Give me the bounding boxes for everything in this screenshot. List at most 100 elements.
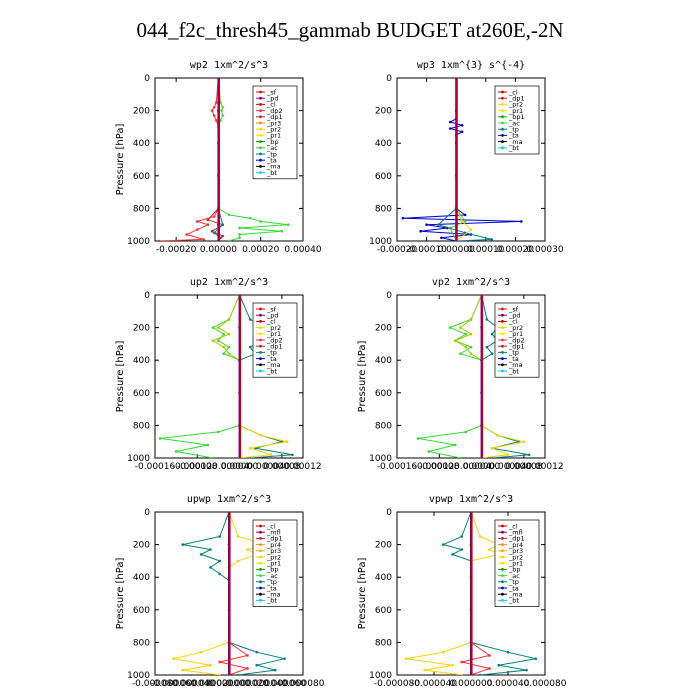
legend-label: _pr3	[266, 119, 281, 127]
legend-marker	[259, 537, 262, 540]
series-point	[215, 119, 218, 122]
series-point	[238, 236, 241, 240]
legend-label: _ma	[508, 591, 523, 599]
legend-label: _ac	[266, 144, 278, 152]
y-tick-label: 600	[375, 389, 392, 399]
series-point	[460, 220, 464, 223]
legend-marker	[501, 320, 504, 323]
series-line-3	[159, 78, 219, 241]
legend-label: _tp	[508, 126, 519, 134]
chart-panel-2: up2 1xm^2/s^3 Pressure [hPa] 0 200 400 600 800…	[115, 277, 322, 472]
series-point	[217, 326, 220, 329]
x-tick-label: 0.00000	[438, 245, 475, 255]
series-point	[255, 650, 259, 654]
y-tick-label: 1000	[369, 454, 392, 464]
legend-marker	[259, 115, 262, 119]
plot-frame	[396, 294, 546, 459]
legend-marker	[259, 592, 262, 596]
legend-marker	[501, 115, 504, 119]
series-point	[425, 223, 428, 226]
y-tick-label: 0	[144, 291, 150, 301]
x-tick-label: -0.00020	[156, 245, 197, 255]
chart-panel-1: wp3 1xm^{3} s^{-4}02004006008001000-0.00…	[369, 60, 564, 255]
chart-panel-4: upwp 1xm^2/s^3 Pressure [hPa] 0 200 400 600 80…	[115, 494, 325, 689]
series-point	[221, 234, 224, 238]
series-point	[448, 127, 452, 130]
legend-marker	[501, 121, 504, 125]
series-point	[451, 553, 454, 556]
series-point	[221, 106, 224, 109]
series-point	[181, 543, 185, 546]
y-axis-label: Pressure [hPa]	[357, 341, 368, 413]
x-tick-label: 0.00008	[505, 462, 542, 472]
legend-marker	[259, 357, 262, 360]
series-line-2	[461, 512, 492, 675]
y-tick-label: 600	[133, 172, 150, 182]
series-point	[441, 543, 445, 546]
series-point	[269, 453, 273, 457]
legend-label: _cl	[508, 522, 518, 530]
legend-label: _pr1	[508, 560, 523, 568]
legend-label: _tp	[266, 150, 277, 158]
legend-label: _pr3	[508, 547, 523, 555]
legend-marker	[259, 369, 262, 373]
series-point	[209, 663, 212, 667]
x-tick-label: 0.00008	[263, 462, 300, 472]
series-point	[172, 657, 175, 660]
series-point	[453, 443, 457, 447]
x-tick-label: -0.000020	[187, 679, 233, 689]
series-point	[478, 673, 482, 675]
series-point	[212, 231, 216, 235]
legend-marker	[259, 549, 262, 553]
legend-marker	[259, 326, 262, 329]
legend-label: _ma	[266, 163, 281, 171]
y-tick-label: 0	[386, 291, 392, 301]
series-point	[460, 548, 464, 551]
series-point	[211, 326, 215, 329]
legend-marker	[259, 146, 262, 150]
series-line-2	[219, 512, 250, 675]
x-tick-label: 0.00000	[221, 462, 258, 472]
legend-marker	[501, 344, 504, 348]
series-point	[181, 668, 185, 672]
x-tick-label: 0.00012	[284, 462, 321, 472]
legend-label: _ma	[266, 361, 281, 369]
legend-marker	[501, 351, 504, 354]
y-tick-label: 400	[133, 139, 150, 149]
legend-marker	[259, 320, 262, 323]
series-point	[248, 216, 252, 220]
series-line-2	[437, 78, 492, 241]
series-point	[248, 318, 252, 321]
x-tick-label: 0.000000	[450, 679, 493, 689]
series-point	[448, 120, 452, 124]
series-point	[209, 548, 212, 551]
legend-label: _pr1	[266, 132, 281, 140]
y-tick-label: 1000	[369, 671, 392, 681]
series-point	[221, 223, 224, 226]
legend-marker	[259, 568, 262, 571]
x-tick-label: -0.000080	[132, 679, 178, 689]
series-point	[255, 663, 259, 667]
series-point	[215, 101, 218, 104]
series-point	[460, 673, 464, 675]
legend-label: _pr2	[266, 553, 281, 561]
y-tick-label: 200	[133, 541, 150, 551]
legend-marker	[501, 134, 504, 137]
legend-marker	[259, 127, 262, 131]
y-tick-label: 0	[386, 508, 392, 518]
x-tick-label: 0.00020	[242, 245, 279, 255]
legend: _cl_mfl_dp1_pr4_pr3_pr2_pr1_bp_ac_tp_ta_…	[252, 519, 298, 607]
series-point	[463, 213, 467, 217]
x-tick-label: -0.000040	[169, 679, 215, 689]
legend-marker	[259, 561, 262, 565]
x-tick-label: 0.00004	[247, 462, 284, 472]
series-group	[158, 295, 294, 458]
chart-title: vp2 1xm^2/s^3	[432, 277, 510, 288]
legend-marker	[259, 90, 262, 94]
y-tick-label: 600	[375, 172, 392, 182]
legend: _sf_pd_cl_dp2_dp1_pr3_pr2_pr1_bp_ac_tp_t…	[252, 85, 298, 180]
series-point	[490, 352, 494, 355]
chart-title: upwp 1xm^2/s^3	[187, 494, 271, 505]
series-point	[195, 228, 199, 231]
